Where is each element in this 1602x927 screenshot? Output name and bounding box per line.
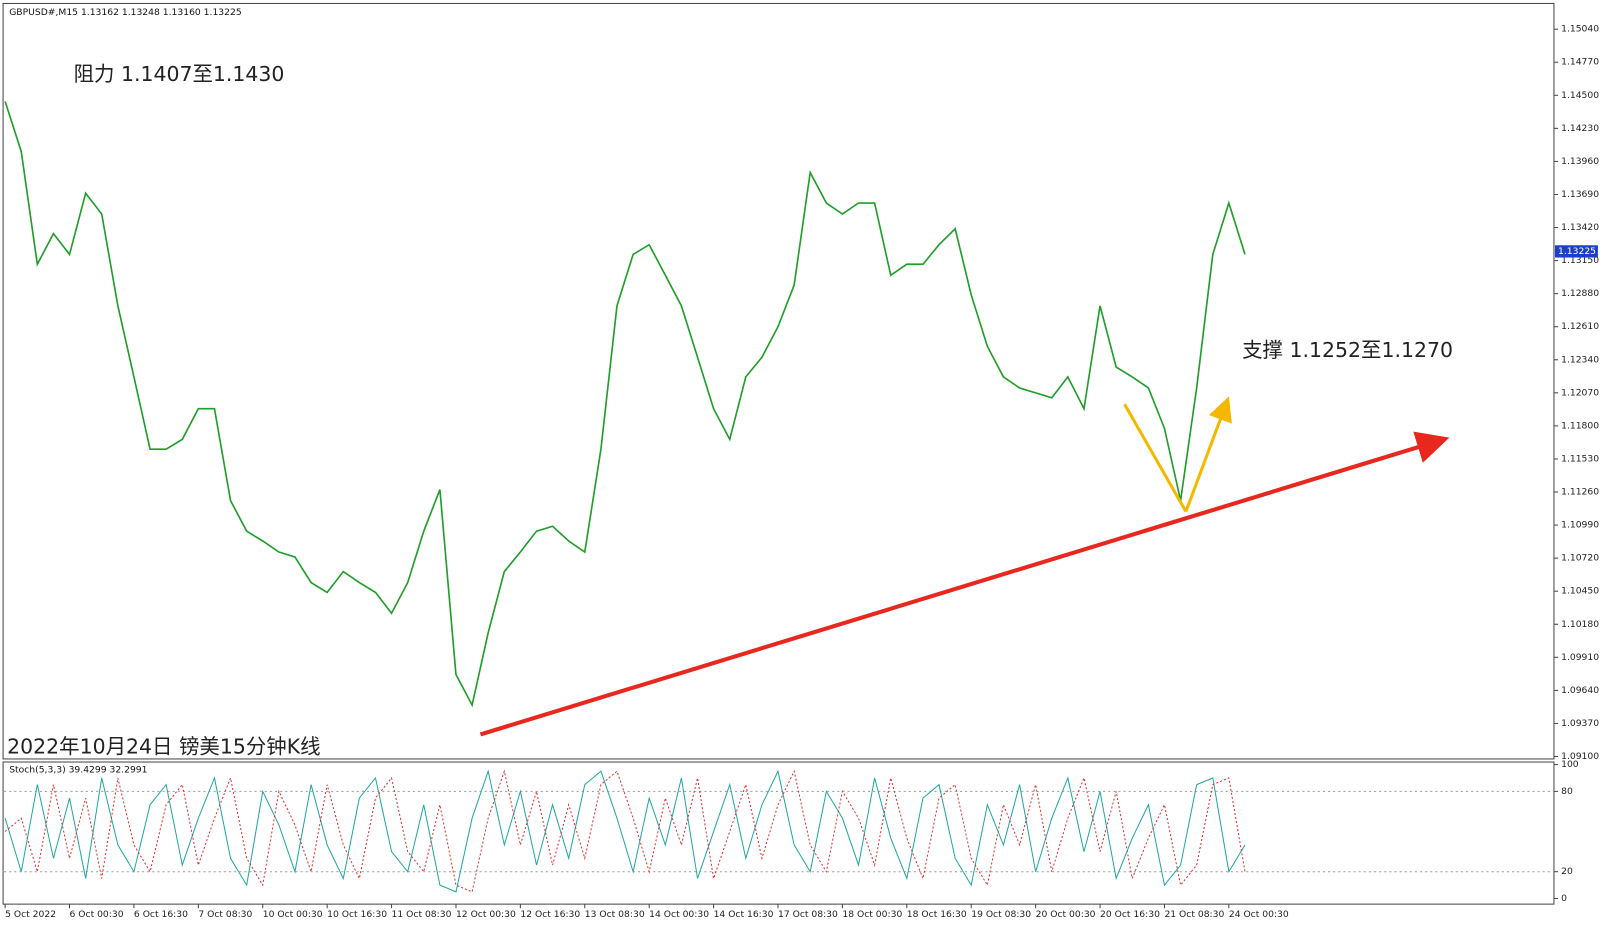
x-tick-label: 10 Oct 00:30 xyxy=(263,909,323,920)
arrow-down xyxy=(1123,403,1188,513)
y-tick-label: 1.13420 xyxy=(1561,222,1599,233)
x-tick-label: 12 Oct 00:30 xyxy=(456,909,516,920)
x-tick-label: 18 Oct 00:30 xyxy=(842,909,902,920)
x-tick-label: 10 Oct 16:30 xyxy=(327,909,387,920)
x-tick-label: 20 Oct 16:30 xyxy=(1100,909,1160,920)
y-tick-label: 1.14500 xyxy=(1561,90,1599,101)
x-tick-label: 19 Oct 08:30 xyxy=(971,909,1031,920)
stoch-line xyxy=(4,769,1246,893)
stoch-header: Stoch(5,3,3) 39.4299 32.2991 xyxy=(9,765,147,776)
x-tick-label: 14 Oct 00:30 xyxy=(649,909,709,920)
y-tick-label: 1.15040 xyxy=(1561,24,1599,35)
x-tick-label: 5 Oct 2022 xyxy=(5,909,56,920)
x-tick-label: 12 Oct 16:30 xyxy=(520,909,580,920)
y-tick-label: 1.13150 xyxy=(1561,255,1599,266)
y-tick-label: 1.09910 xyxy=(1561,652,1599,663)
y-tick-label: 1.12610 xyxy=(1561,321,1599,332)
y-tick-label: 1.14770 xyxy=(1561,57,1599,68)
x-tick-label: 18 Oct 16:30 xyxy=(907,909,967,920)
x-tick-label: 24 Oct 00:30 xyxy=(1229,909,1289,920)
arrow-up xyxy=(1184,396,1232,513)
y-tick-label: 20 xyxy=(1561,866,1573,877)
y-tick-label: 1.11800 xyxy=(1561,420,1599,431)
x-tick-label: 6 Oct 16:30 xyxy=(134,909,188,920)
y-tick-label: 1.13690 xyxy=(1561,189,1599,200)
y-tick-label: 100 xyxy=(1561,759,1579,770)
y-tick-label: 1.09370 xyxy=(1561,718,1599,729)
y-tick-label: 0 xyxy=(1561,893,1567,904)
x-tick-label: 11 Oct 08:30 xyxy=(392,909,452,920)
y-tick-label: 1.09640 xyxy=(1561,685,1599,696)
stoch-panel xyxy=(2,761,1555,905)
y-tick-label: 1.11530 xyxy=(1561,453,1599,464)
current-price-label: 1.13225 xyxy=(1558,246,1596,257)
x-tick-label: 6 Oct 00:30 xyxy=(70,909,124,920)
x-tick-label: 7 Oct 08:30 xyxy=(198,909,252,920)
y-tick-label: 80 xyxy=(1561,786,1573,797)
x-tick-label: 20 Oct 00:30 xyxy=(1036,909,1096,920)
price-panel xyxy=(2,2,1555,760)
y-tick-label: 1.14230 xyxy=(1561,123,1599,134)
support-note: 支撑 1.1252至1.1270 xyxy=(1242,338,1453,362)
stoch-line xyxy=(4,769,1246,893)
y-tick-label: 1.10720 xyxy=(1561,553,1599,564)
x-tick-label: 14 Oct 16:30 xyxy=(714,909,774,920)
trend-line xyxy=(479,431,1450,737)
x-tick-label: 13 Oct 08:30 xyxy=(585,909,645,920)
y-tick-label: 1.10990 xyxy=(1561,520,1599,531)
chart-caption: 2022年10月24日 镑美15分钟K线 xyxy=(7,735,320,759)
y-tick-label: 1.13960 xyxy=(1561,156,1599,167)
resistance-note: 阻力 1.1407至1.1430 xyxy=(74,62,285,86)
symbol-header: GBPUSD#,M15 1.13162 1.13248 1.13160 1.13… xyxy=(9,7,242,18)
y-tick-label: 1.11260 xyxy=(1561,487,1599,498)
x-tick-label: 21 Oct 08:30 xyxy=(1164,909,1224,920)
y-tick-label: 1.12070 xyxy=(1561,387,1599,398)
y-tick-label: 1.10450 xyxy=(1561,586,1599,597)
price-line xyxy=(4,101,1246,708)
x-tick-label: 17 Oct 08:30 xyxy=(778,909,838,920)
y-tick-label: 1.12880 xyxy=(1561,288,1599,299)
y-tick-label: 1.12340 xyxy=(1561,354,1599,365)
trend-lines xyxy=(479,396,1450,737)
current-price-box xyxy=(1554,245,1598,258)
y-tick-label: 1.09100 xyxy=(1561,751,1599,762)
y-tick-label: 1.10180 xyxy=(1561,619,1599,630)
